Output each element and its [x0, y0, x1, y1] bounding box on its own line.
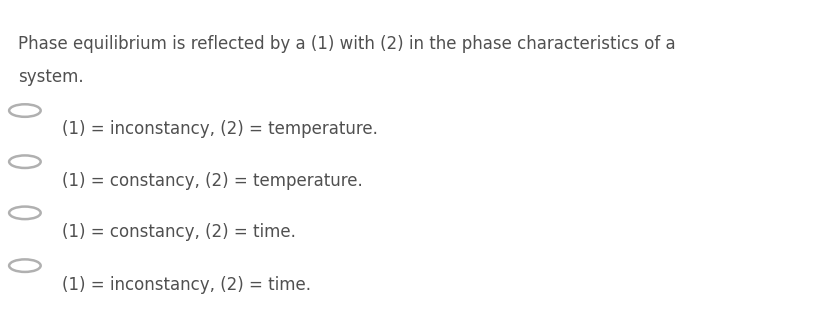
- Text: Phase equilibrium is reflected by a (1) with (2) in the phase characteristics of: Phase equilibrium is reflected by a (1) …: [18, 35, 676, 53]
- Text: system.: system.: [18, 68, 84, 86]
- Text: (1) = inconstancy, (2) = time.: (1) = inconstancy, (2) = time.: [62, 276, 311, 294]
- Text: (1) = constancy, (2) = time.: (1) = constancy, (2) = time.: [62, 223, 296, 241]
- Text: (1) = constancy, (2) = temperature.: (1) = constancy, (2) = temperature.: [62, 172, 363, 190]
- Text: (1) = inconstancy, (2) = temperature.: (1) = inconstancy, (2) = temperature.: [62, 120, 378, 139]
